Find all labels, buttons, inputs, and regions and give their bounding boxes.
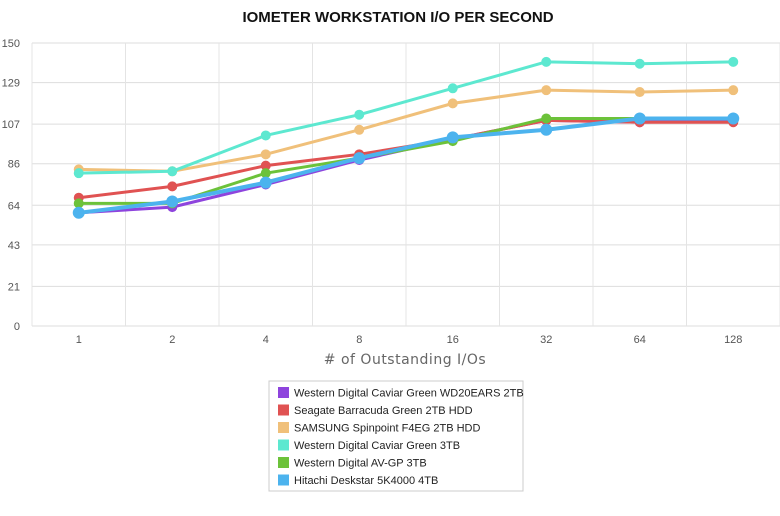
legend-swatch: [278, 457, 289, 468]
x-tick-label: 8: [356, 334, 362, 346]
y-tick-label: 129: [2, 78, 20, 90]
legend-label: Hitachi Deskstar 5K4000 4TB: [294, 475, 438, 487]
x-axis-label: # of Outstanding I/Os: [324, 352, 486, 368]
x-axis-ticks: 1 2 4 8 16 32 64 128: [76, 334, 743, 346]
y-tick-label: 86: [8, 159, 20, 171]
data-point: [167, 166, 178, 177]
data-point: [633, 112, 646, 125]
y-tick-label: 64: [8, 200, 20, 212]
x-tick-label: 32: [540, 334, 552, 346]
data-point: [727, 112, 740, 125]
x-tick-label: 4: [263, 334, 269, 346]
data-point: [354, 124, 365, 135]
data-point: [541, 56, 552, 67]
data-point: [541, 85, 552, 96]
data-point: [447, 83, 458, 94]
x-tick-label: 1: [76, 334, 82, 346]
y-tick-label: 107: [2, 119, 20, 131]
data-point: [728, 56, 739, 67]
data-point: [634, 58, 645, 69]
y-tick-label: 0: [14, 321, 20, 333]
data-point: [72, 206, 85, 219]
data-point: [167, 181, 178, 192]
data-point: [260, 168, 271, 179]
grid: [31, 42, 780, 327]
data-point: [447, 98, 458, 109]
legend-label: Western Digital AV-GP 3TB: [294, 458, 427, 470]
y-axis-ticks: 0 21 43 64 86 107 129 150: [2, 38, 20, 333]
data-point: [73, 168, 84, 179]
data-point: [353, 152, 366, 165]
legend-label: Western Digital Caviar Green WD20EARS 2T…: [294, 388, 524, 400]
legend-swatch: [278, 474, 289, 486]
legend-swatch: [278, 387, 289, 398]
data-point: [540, 123, 553, 136]
legend-swatch: [278, 422, 289, 433]
y-tick-label: 43: [8, 240, 20, 252]
legend-label: Seagate Barracuda Green 2TB HDD: [294, 405, 473, 417]
series-line: [78, 116, 734, 215]
y-tick-label: 150: [2, 38, 20, 50]
data-point: [541, 113, 552, 124]
legend: Western Digital Caviar Green WD20EARS 2T…: [268, 380, 524, 492]
data-point: [166, 195, 179, 208]
data-point: [259, 176, 272, 189]
x-tick-label: 128: [724, 334, 742, 346]
data-point: [260, 130, 271, 141]
series-line: [78, 88, 734, 173]
x-tick-label: 64: [634, 334, 646, 346]
legend-label: Western Digital Caviar Green 3TB: [294, 440, 460, 452]
legend-swatch: [278, 439, 289, 451]
legend-swatch: [278, 404, 289, 416]
y-tick-label: 21: [8, 281, 20, 293]
series-lines: [72, 56, 740, 219]
data-point: [446, 131, 459, 144]
data-point: [354, 109, 365, 120]
data-point: [634, 87, 645, 98]
legend-label: SAMSUNG Spinpoint F4EG 2TB HDD: [294, 423, 481, 435]
series-group: [72, 112, 740, 219]
data-point: [728, 85, 739, 96]
x-tick-label: 16: [447, 334, 459, 346]
legend-box: [268, 380, 524, 492]
series-group: [73, 56, 739, 179]
chart-title: IOMETER WORKSTATION I/O PER SECOND: [242, 9, 553, 26]
series-line: [78, 60, 734, 175]
x-tick-label: 2: [169, 334, 175, 346]
data-point: [260, 149, 271, 160]
data-point: [73, 198, 84, 209]
